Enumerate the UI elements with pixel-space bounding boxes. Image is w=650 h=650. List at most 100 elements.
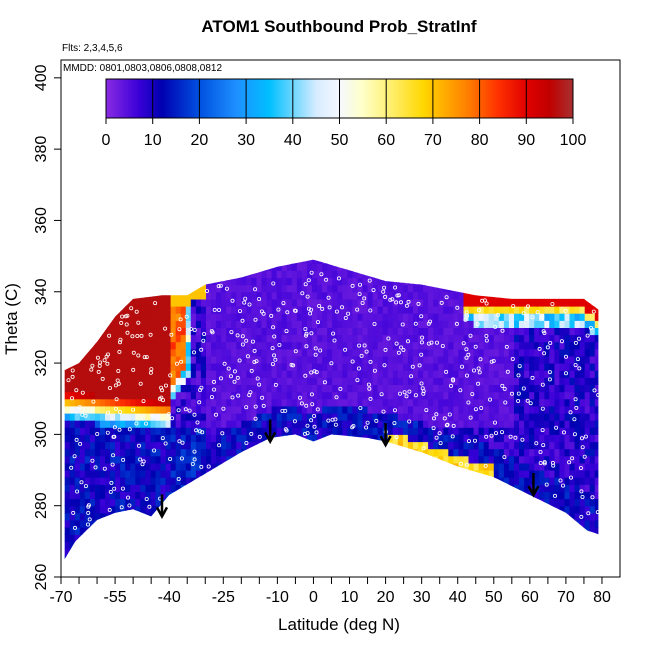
heatmap-cell <box>453 548 459 557</box>
heatmap-cell <box>236 391 242 400</box>
heatmap-cell <box>594 462 599 471</box>
heatmap-cell <box>155 284 162 293</box>
heatmap-cell <box>180 470 187 478</box>
heatmap-cell <box>574 470 581 478</box>
heatmap-cell <box>221 505 227 514</box>
heatmap-cell <box>367 534 374 542</box>
heatmap-cell <box>226 405 232 414</box>
heatmap-cell <box>418 555 424 560</box>
heatmap-cell <box>594 441 599 450</box>
heatmap-cell <box>307 270 313 279</box>
heatmap-cell <box>493 498 500 507</box>
heatmap-cell <box>372 320 379 328</box>
heatmap-cell <box>110 413 116 421</box>
heatmap-cell <box>493 434 500 443</box>
heatmap-cell <box>362 498 369 507</box>
heatmap-cell <box>89 348 96 357</box>
heatmap-cell <box>519 334 525 343</box>
heatmap-cell <box>498 448 505 457</box>
heatmap-cell <box>105 520 111 528</box>
heatmap-cell <box>407 491 414 500</box>
observation-point <box>451 423 456 428</box>
heatmap-cell <box>211 306 217 314</box>
heatmap-cell <box>291 270 298 279</box>
heatmap-cell <box>64 341 71 350</box>
heatmap-cell <box>327 270 333 279</box>
heatmap-cell <box>337 398 343 407</box>
heatmap-cell <box>236 512 242 521</box>
heatmap-cell <box>150 313 156 321</box>
heatmap-cell <box>559 334 565 343</box>
heatmap-cell <box>241 348 247 357</box>
heatmap-cell <box>89 270 96 279</box>
observation-point <box>537 346 542 351</box>
heatmap-cell <box>438 541 444 549</box>
heatmap-cell <box>589 491 596 500</box>
heatmap-cell <box>89 277 96 286</box>
heatmap-cell <box>453 341 459 350</box>
heatmap-cell <box>508 263 515 271</box>
heatmap-cell <box>488 391 495 400</box>
heatmap-cell <box>312 391 318 400</box>
heatmap-cell <box>402 498 409 507</box>
heatmap-cell <box>190 520 197 528</box>
heatmap-cell <box>534 427 540 435</box>
heatmap-cell <box>256 441 263 450</box>
heatmap-cell <box>226 520 232 528</box>
heatmap-cell <box>362 355 369 364</box>
heatmap-cell <box>402 270 409 279</box>
heatmap-cell <box>362 391 369 400</box>
heatmap-cell <box>483 263 490 271</box>
heatmap-cell <box>453 413 459 421</box>
heatmap-cell <box>337 405 343 414</box>
heatmap-cell <box>579 398 586 407</box>
heatmap-cell <box>387 498 394 507</box>
heatmap-cell <box>226 420 232 428</box>
heatmap-cell <box>463 298 470 307</box>
heatmap-cell <box>120 498 126 507</box>
heatmap-cell <box>261 398 268 407</box>
heatmap-cell <box>392 541 399 549</box>
heatmap-cell <box>579 413 586 421</box>
heatmap-cell <box>140 541 146 549</box>
heatmap-cell <box>286 398 293 407</box>
heatmap-cell <box>559 320 565 328</box>
heatmap-cell <box>195 462 202 471</box>
heatmap-cell <box>529 427 535 435</box>
heatmap-cell <box>514 563 520 571</box>
heatmap-cell <box>468 320 475 328</box>
heatmap-cell <box>397 284 404 293</box>
heatmap-cell <box>115 320 121 328</box>
heatmap-cell <box>574 270 581 279</box>
observation-point <box>424 408 429 413</box>
heatmap-cell <box>509 563 515 571</box>
heatmap-cell <box>503 263 510 271</box>
heatmap-cell <box>337 348 343 357</box>
heatmap-cell <box>347 405 353 414</box>
heatmap-cell <box>241 491 247 500</box>
heatmap-cell <box>397 448 404 457</box>
heatmap-cell <box>75 249 81 257</box>
heatmap-cell <box>256 498 263 507</box>
heatmap-cell <box>549 263 555 271</box>
heatmap-cell <box>236 427 242 435</box>
heatmap-cell <box>175 470 182 478</box>
heatmap-cell <box>478 484 485 492</box>
heatmap-cell <box>478 348 485 357</box>
heatmap-cell <box>448 548 454 557</box>
heatmap-cell <box>397 263 404 271</box>
heatmap-cell <box>241 498 247 507</box>
heatmap-cell <box>589 534 596 542</box>
heatmap-cell <box>362 427 369 435</box>
heatmap-cell <box>448 263 454 271</box>
heatmap-cell <box>226 541 232 549</box>
heatmap-cell <box>600 506 606 514</box>
heatmap-cell <box>337 291 343 300</box>
heatmap-cell <box>271 541 278 549</box>
heatmap-cell <box>266 462 273 471</box>
heatmap-cell <box>423 534 429 542</box>
heatmap-cell <box>307 291 313 300</box>
heatmap-cell <box>488 334 495 343</box>
heatmap-cell <box>408 563 414 571</box>
heatmap-cell <box>322 259 328 264</box>
